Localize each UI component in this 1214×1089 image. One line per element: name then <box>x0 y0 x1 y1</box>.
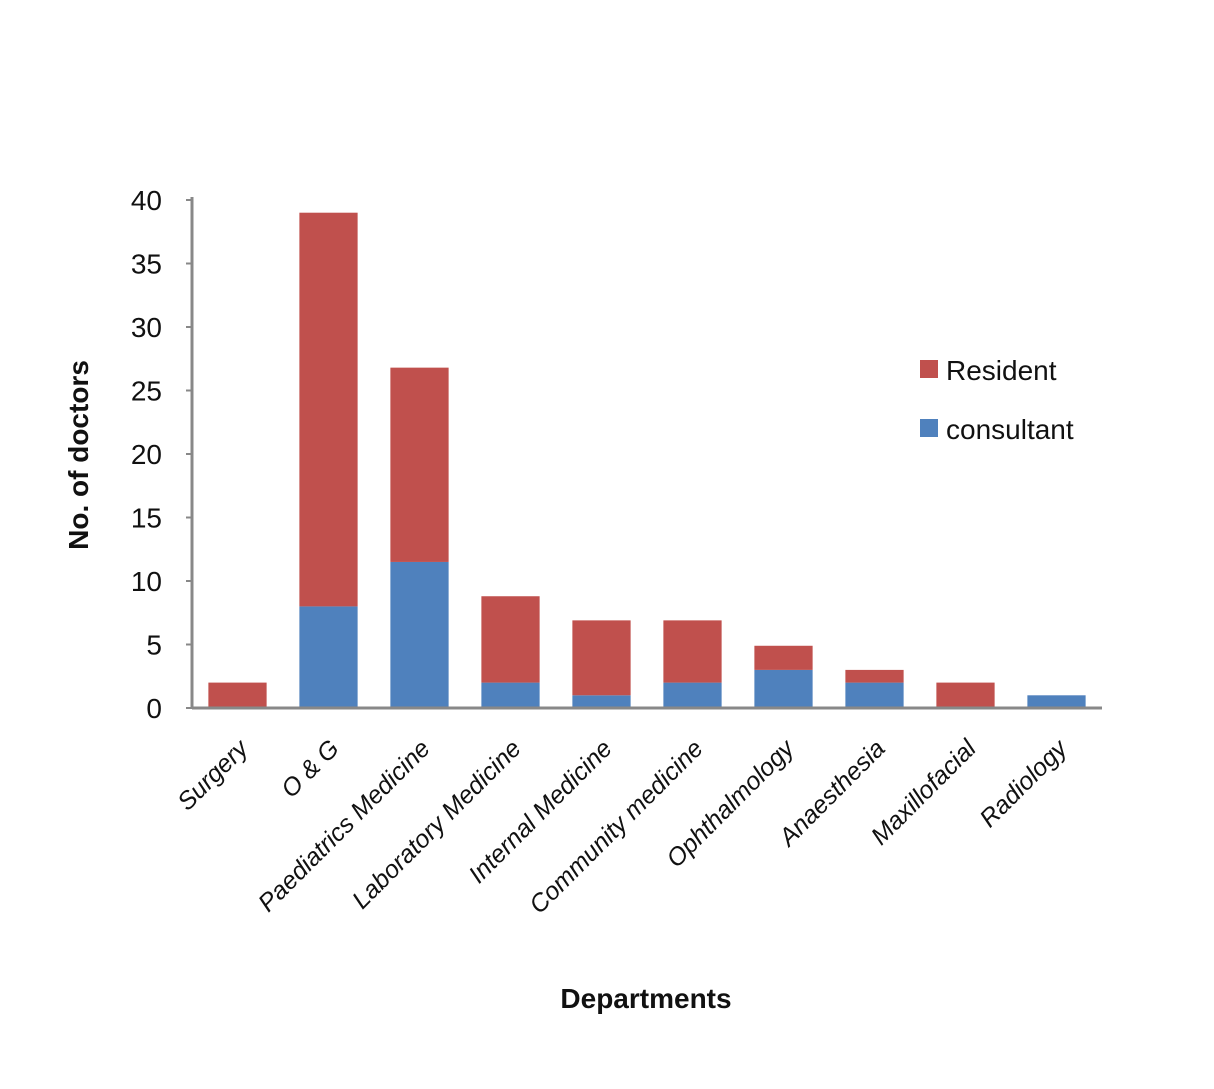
bar-resident-4 <box>481 596 540 683</box>
x-category-label: Community medicine <box>524 734 709 919</box>
bar-consultant-8 <box>845 682 904 708</box>
x-category-label: Radiology <box>974 733 1073 832</box>
y-axis-title: No. of doctors <box>63 360 94 550</box>
x-axis-title: Departments <box>560 983 731 1014</box>
legend-label-consultant: consultant <box>946 414 1074 445</box>
x-category-label: Surgery <box>172 733 255 816</box>
y-tick-label: 25 <box>131 376 162 407</box>
bar-consultant-2 <box>299 606 358 708</box>
bar-resident-2 <box>299 212 358 607</box>
y-tick-label: 15 <box>131 503 162 534</box>
x-category-label: Laboratory Medicine <box>347 734 527 914</box>
bar-resident-6 <box>663 620 722 683</box>
y-tick-label: 35 <box>131 249 162 280</box>
bar-resident-3 <box>390 367 449 562</box>
bar-consultant-7 <box>754 669 813 708</box>
bar-resident-9 <box>936 682 995 708</box>
bars-group <box>208 212 1086 708</box>
bar-resident-7 <box>754 645 813 670</box>
y-axis-ticks: 0 5 10 15 20 25 30 35 40 <box>131 185 192 724</box>
bar-consultant-10 <box>1027 695 1086 708</box>
legend-swatch-resident <box>920 360 938 378</box>
x-category-label: Paediatrics Medicine <box>253 734 436 917</box>
bar-resident-5 <box>572 620 631 696</box>
bar-resident-8 <box>845 669 904 683</box>
bar-consultant-5 <box>572 695 631 708</box>
bar-consultant-4 <box>481 682 540 708</box>
x-category-label: O & G <box>276 734 345 803</box>
bar-consultant-3 <box>390 561 449 708</box>
legend: Resident consultant <box>920 355 1074 445</box>
y-tick-label: 30 <box>131 312 162 343</box>
y-tick-label: 5 <box>146 630 162 661</box>
y-tick-label: 0 <box>146 693 162 724</box>
legend-swatch-consultant <box>920 419 938 437</box>
y-tick-label: 10 <box>131 566 162 597</box>
y-tick-label: 40 <box>131 185 162 216</box>
bar-consultant-6 <box>663 682 722 708</box>
legend-label-resident: Resident <box>946 355 1057 386</box>
y-tick-label: 20 <box>131 439 162 470</box>
bar-resident-1 <box>208 682 267 708</box>
